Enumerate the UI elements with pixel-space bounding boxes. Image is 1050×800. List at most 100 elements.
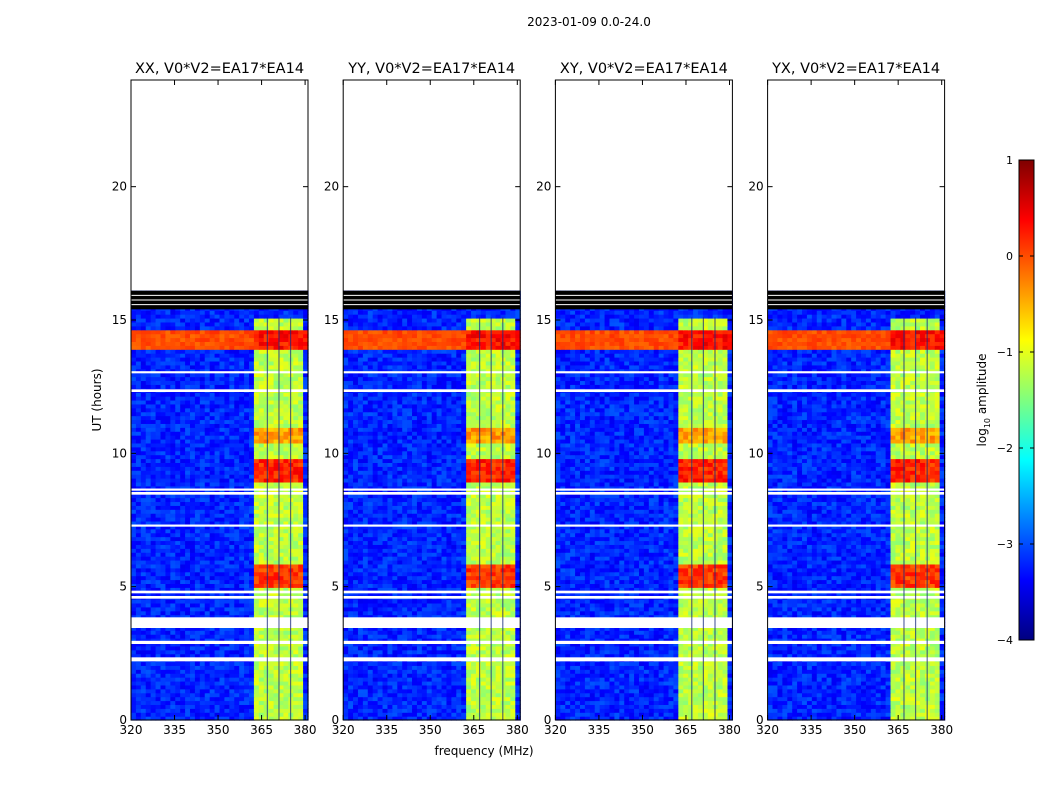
heatmap-cell (175, 474, 181, 479)
heatmap-cell (165, 341, 171, 346)
heatmap-cell (298, 396, 304, 401)
heatmap-cell (210, 650, 216, 655)
heatmap-cell (205, 443, 211, 448)
heatmap-cell (269, 326, 275, 331)
heatmap-cell (210, 509, 216, 514)
heatmap-cell (170, 451, 176, 456)
heatmap-cell (234, 501, 240, 506)
heatmap-cell (293, 396, 299, 401)
heatmap-cell (373, 708, 379, 713)
heatmap-cell (471, 708, 477, 713)
heatmap-cell (407, 689, 413, 694)
heatmap-cell (141, 560, 147, 565)
heatmap-cell (165, 700, 171, 705)
heatmap-cell (249, 377, 255, 382)
heatmap-cell (234, 712, 240, 717)
heatmap-cell (156, 607, 162, 612)
heatmap-cell (224, 330, 230, 335)
heatmap-cell (451, 661, 457, 666)
heatmap-cell (288, 310, 294, 315)
heatmap-cell (363, 673, 369, 678)
heatmap-cell (141, 661, 147, 666)
heatmap-cell (180, 435, 186, 440)
heatmap-cell (146, 697, 152, 702)
heatmap-cell (397, 697, 403, 702)
heatmap-cell (185, 634, 191, 639)
heatmap-cell (249, 365, 255, 370)
heatmap-cell (215, 400, 221, 405)
heatmap-cell (205, 349, 211, 354)
heatmap-cell (195, 708, 201, 713)
heatmap-cell (151, 704, 157, 709)
heatmap-cell (170, 400, 176, 405)
heatmap-cell (412, 630, 418, 635)
heatmap-cell (180, 712, 186, 717)
heatmap-cell (170, 431, 176, 436)
heatmap-cell (298, 408, 304, 413)
heatmap-cell (161, 572, 167, 577)
heatmap-cell (161, 435, 167, 440)
heatmap-cell (200, 423, 206, 428)
heatmap-cell (210, 548, 216, 553)
heatmap-cell (239, 607, 245, 612)
heatmap-cell (146, 700, 152, 705)
heatmap-cell (437, 630, 443, 635)
heatmap-cell (264, 404, 270, 409)
heatmap-cell (175, 704, 181, 709)
heatmap-cell (210, 576, 216, 581)
heatmap-cell (146, 533, 152, 538)
heatmap-cell (205, 353, 211, 358)
heatmap-cell (422, 689, 428, 694)
heatmap-cell (165, 400, 171, 405)
heatmap-cell (343, 611, 349, 616)
heatmap-cell (185, 501, 191, 506)
heatmap-cell (146, 708, 152, 713)
heatmap-cell (259, 451, 265, 456)
heatmap-cell (131, 400, 137, 405)
heatmap-cell (234, 334, 240, 339)
heatmap-cell (180, 568, 186, 573)
heatmap-cell (161, 459, 167, 464)
heatmap-cell (195, 400, 201, 405)
heatmap-cell (205, 685, 211, 690)
heatmap-cell (249, 462, 255, 467)
heatmap-cell (195, 646, 201, 651)
heatmap-cell (190, 412, 196, 417)
heatmap-cell (244, 599, 250, 604)
heatmap-cell (264, 697, 270, 702)
heatmap-cell (165, 599, 171, 604)
heatmap-cell (190, 408, 196, 413)
heatmap-cell (170, 540, 176, 545)
heatmap-cell (136, 427, 142, 432)
heatmap-cell (229, 544, 235, 549)
heatmap-cell (283, 443, 289, 448)
heatmap-cell (283, 603, 289, 608)
heatmap-cell (200, 689, 206, 694)
heatmap-cell (229, 611, 235, 616)
heatmap-cell (136, 338, 142, 343)
heatmap-cell (496, 665, 502, 670)
heatmap-cell (412, 650, 418, 655)
heatmap-cell (427, 661, 433, 666)
heatmap-cell (239, 599, 245, 604)
heatmap-cell (180, 353, 186, 358)
heatmap-cell (229, 548, 235, 553)
heatmap-cell (210, 513, 216, 518)
heatmap-cell (210, 439, 216, 444)
heatmap-cell (249, 455, 255, 460)
heatmap-cell (234, 474, 240, 479)
heatmap-cell (195, 564, 201, 569)
heatmap-cell (195, 482, 201, 487)
heatmap-cell (165, 404, 171, 409)
heatmap-cell (141, 533, 147, 538)
heatmap-cell (224, 517, 230, 522)
heatmap-cell (200, 673, 206, 678)
heatmap-cell (210, 533, 216, 538)
heatmap-cell (378, 665, 384, 670)
heatmap-cell (136, 689, 142, 694)
heatmap-cell (274, 677, 280, 682)
heatmap-cell (486, 661, 492, 666)
heatmap-cell (244, 579, 250, 584)
heatmap-cell (407, 704, 413, 709)
heatmap-cell (461, 685, 467, 690)
